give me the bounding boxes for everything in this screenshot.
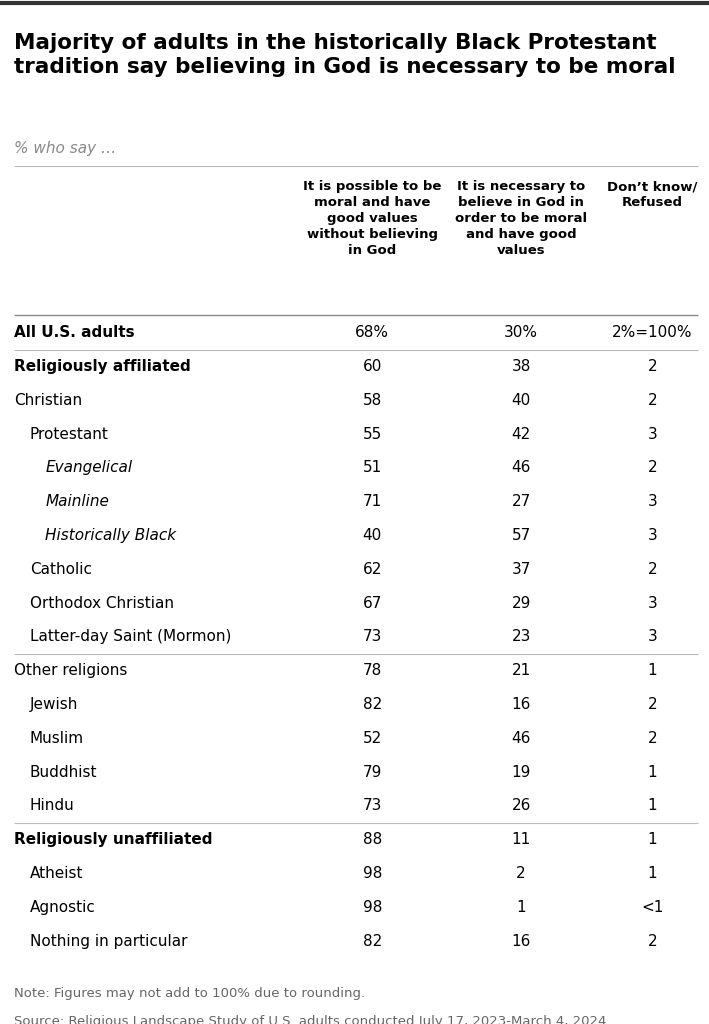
Text: 16: 16	[511, 934, 531, 948]
Text: 16: 16	[511, 697, 531, 712]
Text: 46: 46	[511, 731, 531, 745]
Text: 2: 2	[516, 866, 526, 881]
Text: 60: 60	[362, 359, 382, 374]
Text: 55: 55	[362, 427, 382, 441]
Text: Note: Figures may not add to 100% due to rounding.: Note: Figures may not add to 100% due to…	[14, 987, 365, 1000]
Text: 1: 1	[647, 765, 657, 779]
Text: 26: 26	[511, 799, 531, 813]
Text: 40: 40	[511, 393, 531, 408]
Text: Muslim: Muslim	[30, 731, 84, 745]
Text: 82: 82	[362, 697, 382, 712]
Text: Christian: Christian	[14, 393, 82, 408]
Text: 3: 3	[647, 596, 657, 610]
Text: Religiously unaffiliated: Religiously unaffiliated	[14, 833, 213, 847]
Text: 2: 2	[647, 461, 657, 475]
Text: <1: <1	[641, 900, 664, 914]
Text: 68%: 68%	[355, 326, 389, 340]
Text: 19: 19	[511, 765, 531, 779]
Text: 73: 73	[362, 799, 382, 813]
Text: 3: 3	[647, 495, 657, 509]
Text: Historically Black: Historically Black	[45, 528, 177, 543]
Text: Protestant: Protestant	[30, 427, 108, 441]
Text: Mainline: Mainline	[45, 495, 109, 509]
Text: 2: 2	[647, 359, 657, 374]
Text: 2: 2	[647, 697, 657, 712]
Text: 27: 27	[511, 495, 531, 509]
Text: 67: 67	[362, 596, 382, 610]
Text: 2%=100%: 2%=100%	[612, 326, 693, 340]
Text: 82: 82	[362, 934, 382, 948]
Text: Buddhist: Buddhist	[30, 765, 97, 779]
Text: Atheist: Atheist	[30, 866, 83, 881]
Text: 42: 42	[511, 427, 531, 441]
Text: 3: 3	[647, 630, 657, 644]
Text: 2: 2	[647, 562, 657, 577]
Text: % who say …: % who say …	[14, 141, 116, 157]
Text: 21: 21	[511, 664, 531, 678]
Text: 52: 52	[362, 731, 382, 745]
Text: Jewish: Jewish	[30, 697, 78, 712]
Text: 79: 79	[362, 765, 382, 779]
Text: 46: 46	[511, 461, 531, 475]
Text: 3: 3	[647, 528, 657, 543]
Text: 38: 38	[511, 359, 531, 374]
Text: 51: 51	[362, 461, 382, 475]
Text: 98: 98	[362, 900, 382, 914]
Text: 2: 2	[647, 393, 657, 408]
Text: Majority of adults in the historically Black Protestant
tradition say believing : Majority of adults in the historically B…	[14, 33, 676, 77]
Text: 37: 37	[511, 562, 531, 577]
Text: Orthodox Christian: Orthodox Christian	[30, 596, 174, 610]
Text: 23: 23	[511, 630, 531, 644]
Text: 29: 29	[511, 596, 531, 610]
Text: Catholic: Catholic	[30, 562, 91, 577]
Text: 2: 2	[647, 934, 657, 948]
Text: 73: 73	[362, 630, 382, 644]
Text: 1: 1	[647, 664, 657, 678]
Text: Latter-day Saint (Mormon): Latter-day Saint (Mormon)	[30, 630, 231, 644]
Text: It is possible to be
moral and have
good values
without believing
in God: It is possible to be moral and have good…	[303, 180, 442, 257]
Text: It is necessary to
believe in God in
order to be moral
and have good
values: It is necessary to believe in God in ord…	[455, 180, 587, 257]
Text: 71: 71	[362, 495, 382, 509]
Text: 98: 98	[362, 866, 382, 881]
Text: 40: 40	[362, 528, 382, 543]
Text: 3: 3	[647, 427, 657, 441]
Text: Don’t know/
Refused: Don’t know/ Refused	[607, 180, 698, 209]
Text: Other religions: Other religions	[14, 664, 128, 678]
Text: 1: 1	[647, 799, 657, 813]
Text: Agnostic: Agnostic	[30, 900, 96, 914]
Text: 62: 62	[362, 562, 382, 577]
Text: All U.S. adults: All U.S. adults	[14, 326, 135, 340]
Text: 1: 1	[647, 833, 657, 847]
Text: 2: 2	[647, 731, 657, 745]
Text: 88: 88	[362, 833, 382, 847]
Text: Nothing in particular: Nothing in particular	[30, 934, 187, 948]
Text: Hindu: Hindu	[30, 799, 74, 813]
Text: 1: 1	[647, 866, 657, 881]
Text: Evangelical: Evangelical	[45, 461, 133, 475]
Text: 57: 57	[511, 528, 531, 543]
Text: 58: 58	[362, 393, 382, 408]
Text: 30%: 30%	[504, 326, 538, 340]
Text: 11: 11	[511, 833, 531, 847]
Text: 1: 1	[516, 900, 526, 914]
Text: 78: 78	[362, 664, 382, 678]
Text: Religiously affiliated: Religiously affiliated	[14, 359, 191, 374]
Text: Source: Religious Landscape Study of U.S. adults conducted July 17, 2023-March 4: Source: Religious Landscape Study of U.S…	[14, 1015, 610, 1024]
